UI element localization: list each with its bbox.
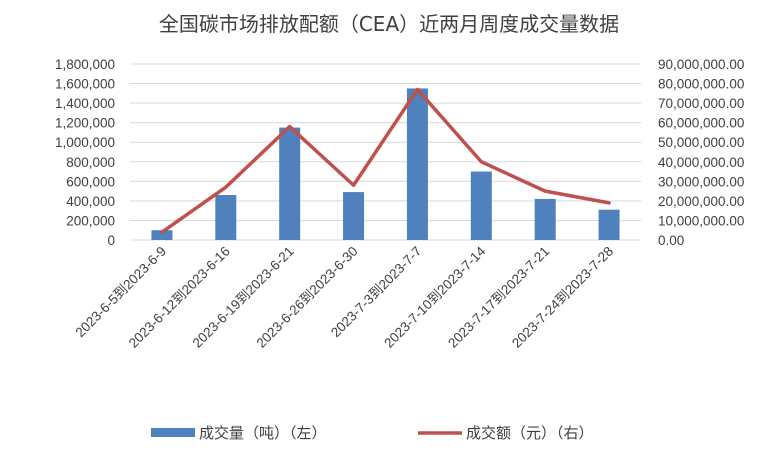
right-tick-label: 90,000,000.00 (658, 57, 744, 72)
right-tick-label: 50,000,000.00 (658, 135, 744, 150)
left-tick-label: 400,000 (66, 194, 115, 209)
right-tick-label: 40,000,000.00 (658, 155, 744, 170)
right-tick-label: 80,000,000.00 (658, 77, 744, 92)
right-tick-label: 10,000,000.00 (658, 213, 744, 228)
right-axis-ticks: 0.00 10,000,000.00 20,000,000.00 30,000,000… (658, 57, 744, 248)
left-tick-label: 1,400,000 (55, 96, 115, 111)
gridlines (130, 63, 641, 241)
category-labels: 2023-6-5到2023-6-92023-6-12到2023-6-162023… (72, 243, 616, 351)
left-tick-label: 1,800,000 (55, 57, 115, 72)
volume-bar (534, 198, 556, 240)
left-tick-label: 0 (107, 233, 115, 248)
left-tick-label: 800,000 (66, 155, 115, 170)
right-tick-label: 70,000,000.00 (658, 96, 744, 111)
volume-bar (279, 127, 301, 240)
volume-bar (215, 195, 237, 240)
left-tick-label: 1,000,000 (55, 135, 115, 150)
left-axis-ticks: 0 200,000 400,000 600,000 800,000 1,000,000 1,… (55, 57, 115, 248)
legend-amount-label: 成交额（元）（右） (466, 424, 594, 442)
right-tick-label: 30,000,000.00 (658, 174, 744, 189)
volume-bar (598, 209, 620, 240)
right-tick-label: 0.00 (658, 233, 684, 248)
volume-bars (151, 88, 620, 240)
volume-bar (406, 88, 428, 240)
amount-line (160, 87, 611, 234)
volume-bar (470, 171, 492, 240)
right-tick-label: 60,000,000.00 (658, 116, 744, 131)
left-tick-label: 600,000 (66, 174, 115, 189)
volume-bar (151, 230, 173, 240)
legend: 成交量（吨）（左） 成交额（元）（右） (151, 424, 594, 442)
volume-bar (343, 192, 365, 240)
right-tick-label: 20,000,000.00 (658, 194, 744, 209)
amount-series-line (160, 87, 611, 234)
left-tick-label: 1,200,000 (55, 116, 115, 131)
left-tick-label: 200,000 (66, 213, 115, 228)
left-tick-label: 1,600,000 (55, 77, 115, 92)
legend-volume-label: 成交量（吨）（左） (199, 424, 327, 442)
chart-title: 全国碳市场排放配额（CEA）近两月周度成交量数据 (159, 12, 619, 36)
legend-volume-swatch (151, 428, 195, 437)
